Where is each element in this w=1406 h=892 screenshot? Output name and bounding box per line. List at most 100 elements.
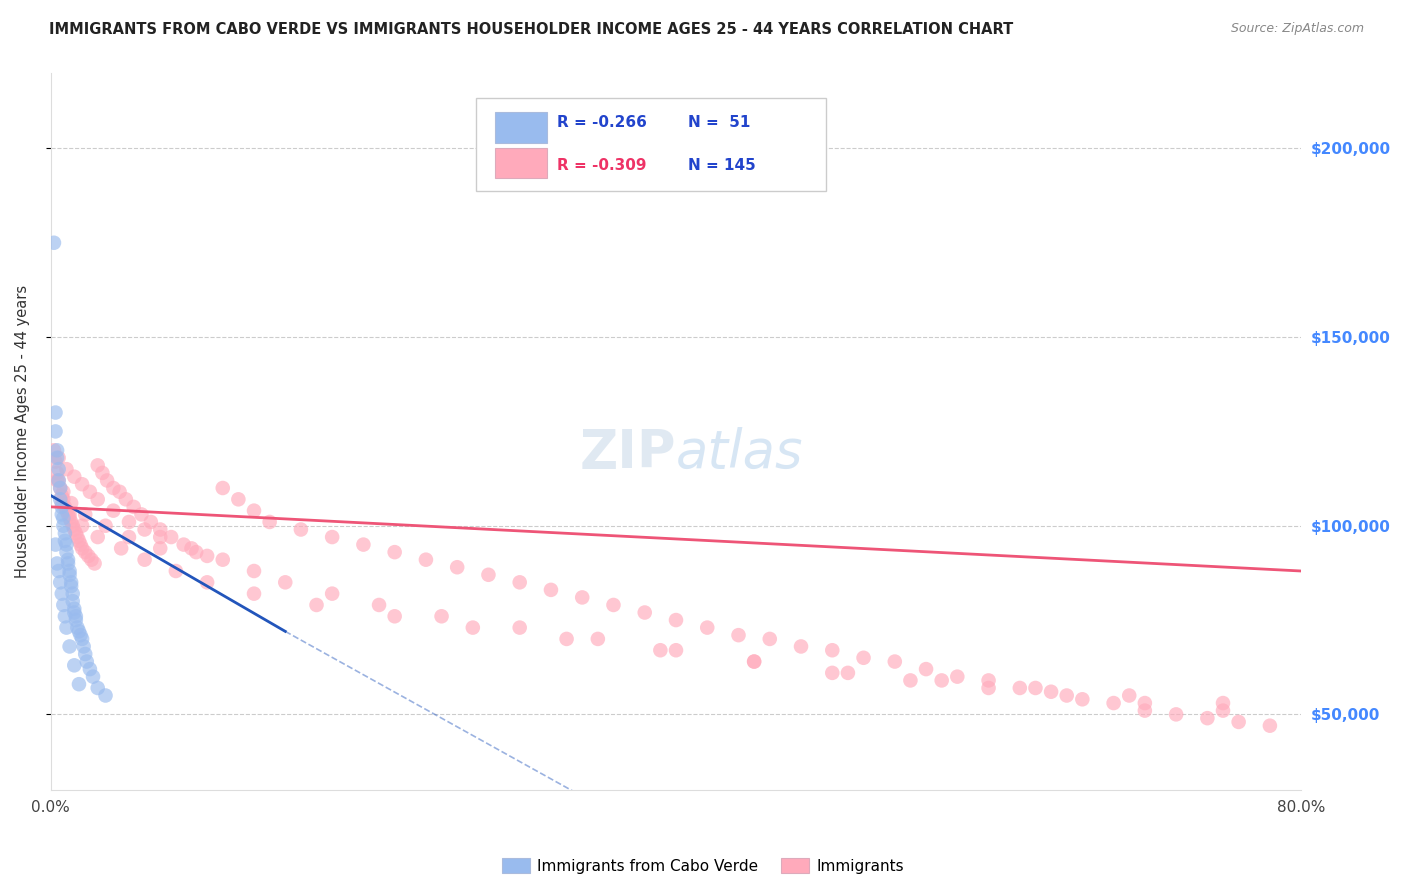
Point [321,530,343,544]
Point [110,541,132,556]
FancyBboxPatch shape [477,98,827,191]
Point [1197,711,1219,725]
Text: N =  51: N = 51 [689,115,751,130]
Point [51,500,73,514]
Point [352,538,374,552]
Point [44,538,66,552]
Legend: Immigrants from Cabo Verde, Immigrants: Immigrants from Cabo Verde, Immigrants [496,852,910,880]
Point [48,450,70,465]
Point [72,640,94,654]
Point [195,549,218,563]
Point [42,235,65,250]
Point [1071,692,1094,706]
Point [173,538,195,552]
Point [149,523,172,537]
Point [259,515,281,529]
Point [46,443,69,458]
Point [758,632,780,646]
Point [63,606,86,620]
Point [87,492,110,507]
Point [211,552,233,566]
Point [742,655,765,669]
Point [368,598,391,612]
Point [58,567,80,582]
Point [56,508,79,522]
Point [900,673,922,688]
Point [53,533,76,548]
Point [509,575,531,590]
Point [60,579,83,593]
Point [149,541,172,556]
Point [69,628,91,642]
Point [1166,707,1188,722]
Point [446,560,468,574]
Point [53,500,76,514]
Point [165,564,187,578]
Point [665,613,688,627]
Point [62,594,84,608]
Point [48,474,70,488]
Point [977,681,1000,695]
Point [87,530,110,544]
Point [58,508,80,522]
Point [87,681,110,695]
Point [70,541,93,556]
Point [103,481,125,495]
Point [1102,696,1125,710]
Point [384,545,406,559]
Point [821,665,844,680]
Point [52,511,75,525]
Text: R = -0.309: R = -0.309 [557,158,647,173]
Point [51,587,73,601]
Point [48,474,70,488]
Point [65,613,87,627]
Point [55,621,77,635]
Point [60,496,83,510]
Point [115,492,138,507]
Point [509,621,531,635]
Point [149,530,172,544]
Point [55,462,77,476]
Point [977,673,1000,688]
Point [243,564,266,578]
Point [70,632,93,646]
Point [66,530,89,544]
Point [94,689,117,703]
Point [53,609,76,624]
FancyBboxPatch shape [495,148,547,178]
Point [305,598,328,612]
Point [1212,704,1234,718]
Point [46,474,69,488]
Point [94,518,117,533]
Point [883,655,905,669]
Point [243,503,266,517]
Point [76,655,98,669]
Point [48,564,70,578]
Point [79,662,101,676]
Point [80,552,103,566]
Point [837,665,859,680]
Point [46,450,69,465]
Point [65,609,87,624]
Point [63,523,86,537]
Point [821,643,844,657]
Point [1118,689,1140,703]
Point [1133,696,1156,710]
Point [67,624,90,639]
Point [1056,689,1078,703]
Point [49,481,72,495]
Point [186,545,208,559]
Point [77,549,100,563]
Point [44,425,66,439]
Point [915,662,938,676]
Point [44,454,66,468]
Point [1024,681,1046,695]
Point [52,484,75,499]
Point [540,582,562,597]
Point [60,515,83,529]
Point [134,552,156,566]
Point [665,643,688,657]
Point [49,575,72,590]
Point [195,575,218,590]
Point [67,533,90,548]
